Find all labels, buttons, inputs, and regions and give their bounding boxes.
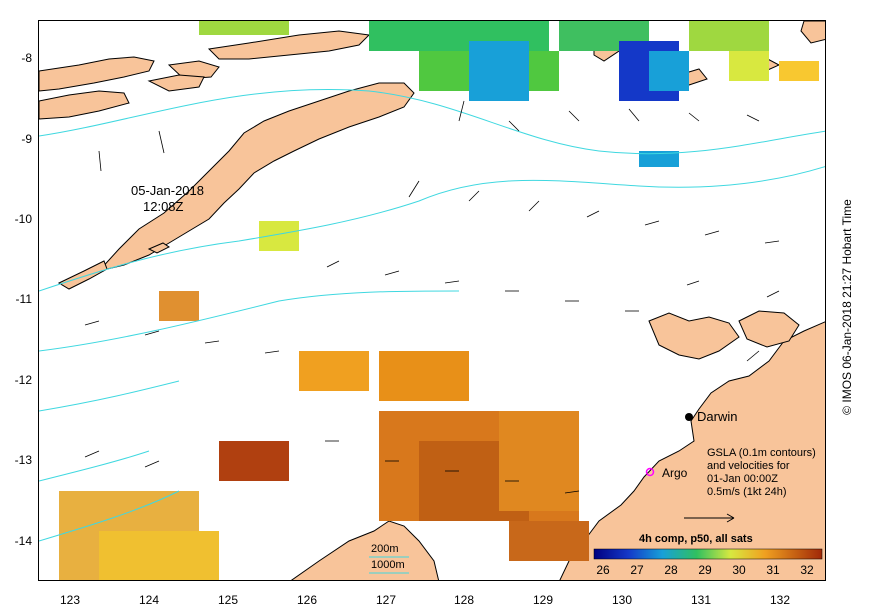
colorbar-title: 4h comp, p50, all sats [639, 533, 753, 545]
sst-south-patches [59, 221, 589, 580]
x-tick-label: 131 [690, 593, 712, 607]
argo-label: Argo [662, 466, 688, 480]
map-frame: 05-Jan-2018 12:08Z Darwin Argo GSLA (0.1… [38, 20, 826, 581]
y-tick-label: -11 [15, 292, 32, 306]
sst-north-patches [199, 21, 819, 167]
legend-line-3: 01-Jan 00:00Z [707, 473, 778, 485]
land-island-5 [147, 74, 205, 92]
land-islands-north [39, 56, 155, 92]
colorbar-tick-label: 29 [698, 563, 712, 577]
x-tick-label: 130 [611, 593, 633, 607]
y-tick-label: -10 [14, 212, 32, 226]
legend-line-2: and velocities for [707, 460, 790, 472]
y-tick-label: -8 [21, 51, 32, 65]
x-tick-label: 127 [375, 593, 397, 607]
darwin-label: Darwin [697, 409, 738, 424]
darwin-marker [685, 413, 693, 421]
credit-text: © IMOS 06-Jan-2018 21:27 Hobart Time [840, 199, 854, 415]
x-tick-label: 129 [532, 593, 554, 607]
time-label: 12:08Z [143, 199, 184, 214]
x-tick-label: 132 [769, 593, 791, 607]
x-tick-label: 123 [59, 593, 81, 607]
colorbar-tick-label: 30 [732, 563, 746, 577]
colorbar [593, 548, 823, 560]
colorbar-tick-label: 31 [766, 563, 780, 577]
contours [39, 88, 825, 542]
land-tiwi [648, 312, 740, 360]
colorbar-tick-label: 28 [664, 563, 678, 577]
sst-map [39, 21, 825, 580]
land-tiwi-2 [738, 310, 800, 348]
y-tick-label: -12 [14, 373, 32, 387]
land-island-3 [39, 90, 130, 120]
contour-1000m-label: 1000m [371, 559, 405, 571]
x-tick-label: 124 [138, 593, 160, 607]
colorbar-tick-label: 27 [630, 563, 644, 577]
land-rote [57, 260, 108, 290]
land-island-4 [207, 30, 371, 60]
y-tick-label: -13 [14, 453, 32, 467]
x-tick-label: 126 [296, 593, 318, 607]
argo-marker [645, 467, 655, 477]
date-label: 05-Jan-2018 [131, 183, 204, 198]
y-tick-label: -14 [14, 534, 32, 548]
x-tick-label: 125 [217, 593, 239, 607]
colorbar-tick-label: 32 [800, 563, 814, 577]
legend-line-4: 0.5m/s (1kt 24h) [707, 486, 787, 498]
legend-line-1: GSLA (0.1m contours) [707, 447, 816, 459]
land-sawu [147, 242, 170, 254]
colorbar-tick-label: 26 [596, 563, 610, 577]
land-timor [97, 82, 415, 272]
land-kimberley [290, 520, 440, 580]
velocity-arrows [84, 100, 780, 494]
x-tick-label: 128 [453, 593, 475, 607]
contour-200m-label: 200m [371, 543, 399, 555]
land-ne-4 [800, 21, 825, 44]
y-tick-label: -9 [21, 132, 32, 146]
